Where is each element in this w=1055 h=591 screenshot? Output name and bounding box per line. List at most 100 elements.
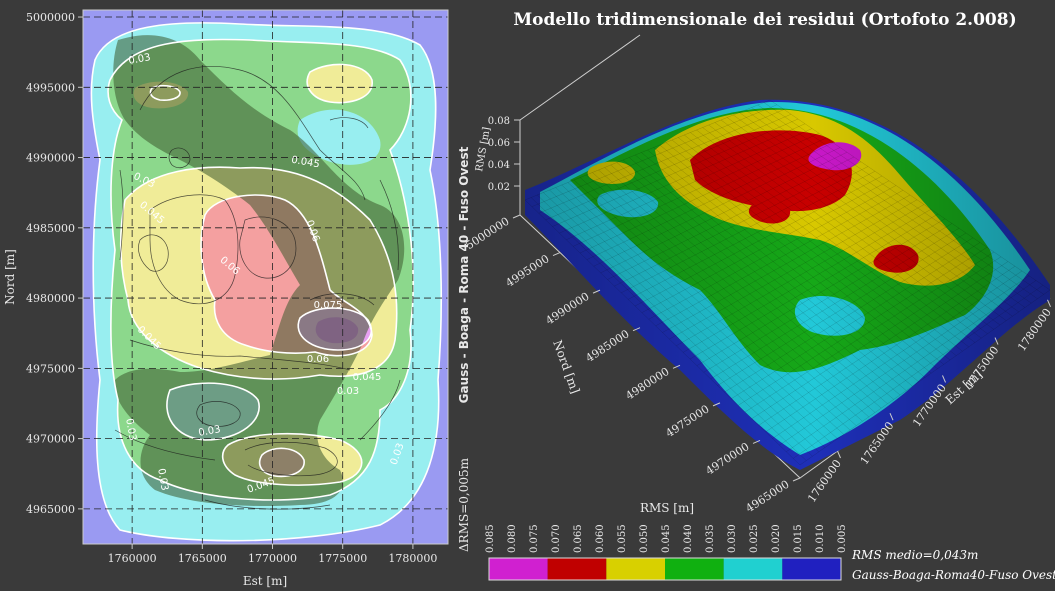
map-y-tick-label: 4965000 <box>26 503 75 516</box>
map-y-tick-label: 4990000 <box>26 152 75 165</box>
mesh-line <box>538 109 785 214</box>
mesh-line <box>689 213 939 360</box>
mesh-line <box>655 190 904 327</box>
mesh-line <box>710 228 960 380</box>
mesh-line <box>641 152 919 383</box>
legend-swatch <box>782 558 841 580</box>
legend-tick-label: 0.080 <box>507 524 518 553</box>
legend-tick-label: 0.010 <box>815 524 826 553</box>
mesh-line <box>676 204 925 346</box>
rms-mean-label: RMS medio=0,043m <box>852 548 979 562</box>
mesh-line <box>703 223 953 373</box>
surface-x-tick <box>994 337 999 345</box>
surface-y-tick <box>792 477 801 482</box>
legend-swatch <box>723 558 783 580</box>
mesh-line <box>702 127 982 339</box>
surface-y-tick-label: 4980000 <box>623 365 671 403</box>
surface-y-tick <box>752 439 761 444</box>
mesh-line <box>665 142 944 365</box>
legend-tick-label: 0.060 <box>595 524 606 553</box>
mesh-line <box>616 162 894 400</box>
legend-swatch <box>489 558 548 580</box>
mesh-line <box>641 180 890 313</box>
mesh-line <box>696 218 946 366</box>
map-x-tick-label: 1775000 <box>318 552 367 565</box>
surface-y-tick <box>712 402 721 407</box>
contour-value-label: 0.03 <box>337 386 359 397</box>
mesh-line <box>696 129 976 343</box>
mesh-line <box>671 139 951 361</box>
mesh-line <box>524 99 771 201</box>
map-x-tick-label: 1780000 <box>388 552 437 565</box>
legend-tick-labels: 0.085 0.080 0.075 0.070 0.065 0.060 0.055 0.050… <box>485 524 848 553</box>
legend-frame <box>488 557 842 581</box>
legend-tick-label: 0.020 <box>771 524 782 553</box>
surface-y-tick <box>632 327 641 332</box>
surface-y-tick <box>592 289 601 294</box>
mesh-line <box>607 156 855 280</box>
mesh-line <box>566 128 813 240</box>
contour-labels: 0.030.0450.030.0450.060.060.0750.060.045… <box>123 52 407 496</box>
mesh-line <box>739 112 1019 313</box>
mesh-line <box>677 137 957 356</box>
surface-y-tick-label: 4965000 <box>743 478 791 516</box>
mesh-line <box>751 256 1002 419</box>
map-y-tick-label: 5000000 <box>26 11 75 24</box>
contour-interval-label: ΔRMS=0,005m <box>457 457 471 552</box>
legend-tick-label: 0.015 <box>793 524 804 553</box>
mesh-line <box>690 132 969 348</box>
mesh-line <box>549 189 826 448</box>
map-y-tick-label: 4980000 <box>26 292 75 305</box>
map-datum-label: Gauss - Boaga - Roma 40 - Fuso Ovest <box>457 146 471 403</box>
mesh-line <box>555 187 832 444</box>
surface-y-tick-label: 4985000 <box>583 327 631 365</box>
contour-value-label: 0.045 <box>290 155 320 171</box>
contour-value-label: 0.03 <box>128 52 152 67</box>
mesh-line <box>751 107 1032 304</box>
surface-y-tick <box>552 252 561 257</box>
mesh-line <box>772 270 1023 439</box>
legend-tick-label: 0.005 <box>837 524 848 553</box>
mesh-line <box>634 175 883 307</box>
mesh-line <box>733 114 1013 317</box>
map-y-tick-label: 4970000 <box>26 433 75 446</box>
legend-tick-label: 0.025 <box>749 524 760 553</box>
surface-plot: 0.020.040.060.08 50000004995000499000049… <box>463 34 1054 516</box>
mesh-line <box>659 144 938 369</box>
mesh-line <box>737 247 988 406</box>
mesh-line <box>598 169 876 413</box>
surface-z-tick-label: 0.08 <box>488 116 510 127</box>
legend-tick-label: 0.030 <box>727 524 738 553</box>
contour-band-cyan-inner <box>297 109 381 165</box>
mesh-line <box>586 174 863 422</box>
legend-tick-label: 0.040 <box>683 524 694 553</box>
mesh-line <box>552 118 799 227</box>
mesh-line <box>684 134 963 352</box>
surface-y-tick <box>512 214 521 219</box>
legend-tick-label: 0.070 <box>551 524 562 553</box>
map-y-ticks: 4965000 4970000 4975000 4980000 4985000 49900… <box>26 11 83 516</box>
mesh-line <box>635 154 913 387</box>
mesh-line <box>669 199 918 340</box>
mesh-line <box>614 161 862 287</box>
mesh-line <box>708 124 988 334</box>
surface-x-tick <box>837 450 841 459</box>
mesh-line <box>573 133 820 247</box>
minor-contours <box>114 66 401 510</box>
legend-tick-label: 0.050 <box>639 524 650 553</box>
mesh-line <box>561 184 838 439</box>
mesh-line <box>763 102 1044 295</box>
mesh-line <box>593 147 841 267</box>
mesh-line <box>744 251 995 413</box>
mesh-line <box>537 194 813 457</box>
mesh-line <box>799 289 1051 466</box>
mesh-line <box>647 149 926 378</box>
mesh-line <box>724 237 974 393</box>
mesh-line <box>530 197 807 461</box>
mesh-line <box>662 194 911 333</box>
surface-y-tick-label: 4975000 <box>663 402 711 440</box>
mesh-line <box>786 280 1037 452</box>
mesh-line <box>769 99 1051 291</box>
map-frame <box>82 9 449 545</box>
